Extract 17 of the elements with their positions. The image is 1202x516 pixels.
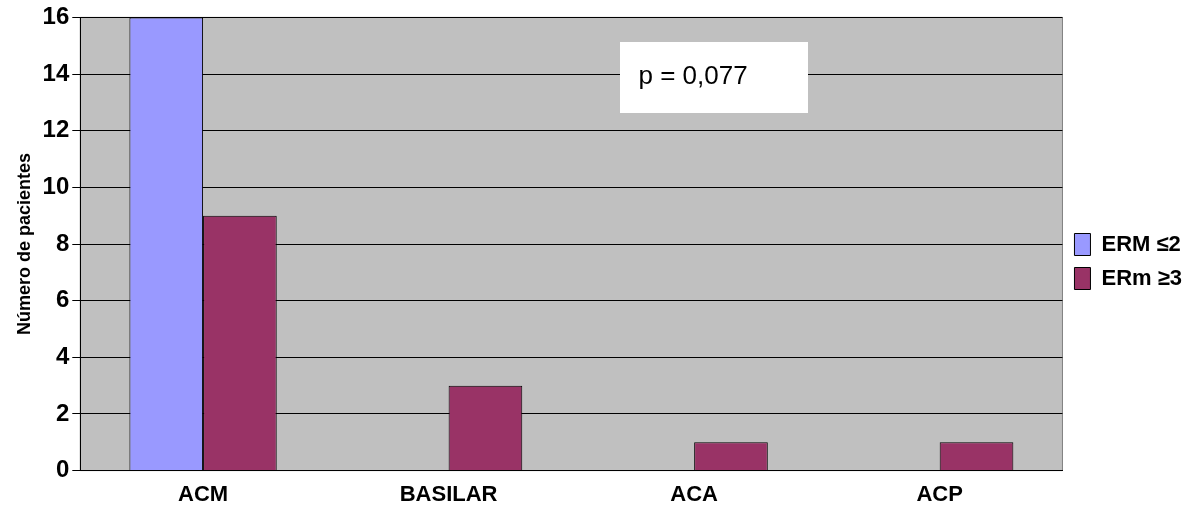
x-tick-label: ACM [178,480,229,506]
y-axis-title: Número de pacientes [13,152,34,336]
y-tick-label: 2 [55,398,70,426]
y-tick-label: 4 [55,341,70,369]
annotation: p = 0,077 [620,42,808,114]
y-tick-label: 16 [42,2,70,30]
legend-label: ERM ≤2 [1101,230,1181,256]
legend-label: ERm ≥3 [1101,264,1182,290]
y-tick-label: 6 [55,285,70,313]
y-tick-label: 12 [42,115,70,143]
y-tick-label: 0 [55,455,70,483]
y-tick-label: 8 [55,228,70,256]
y-tick-label: 14 [42,58,70,86]
x-tick-label: ACA [670,480,719,506]
y-tick-label: 10 [42,171,70,199]
x-tick-label: ACP [916,480,963,506]
x-tick-label: BASILAR [399,480,498,506]
